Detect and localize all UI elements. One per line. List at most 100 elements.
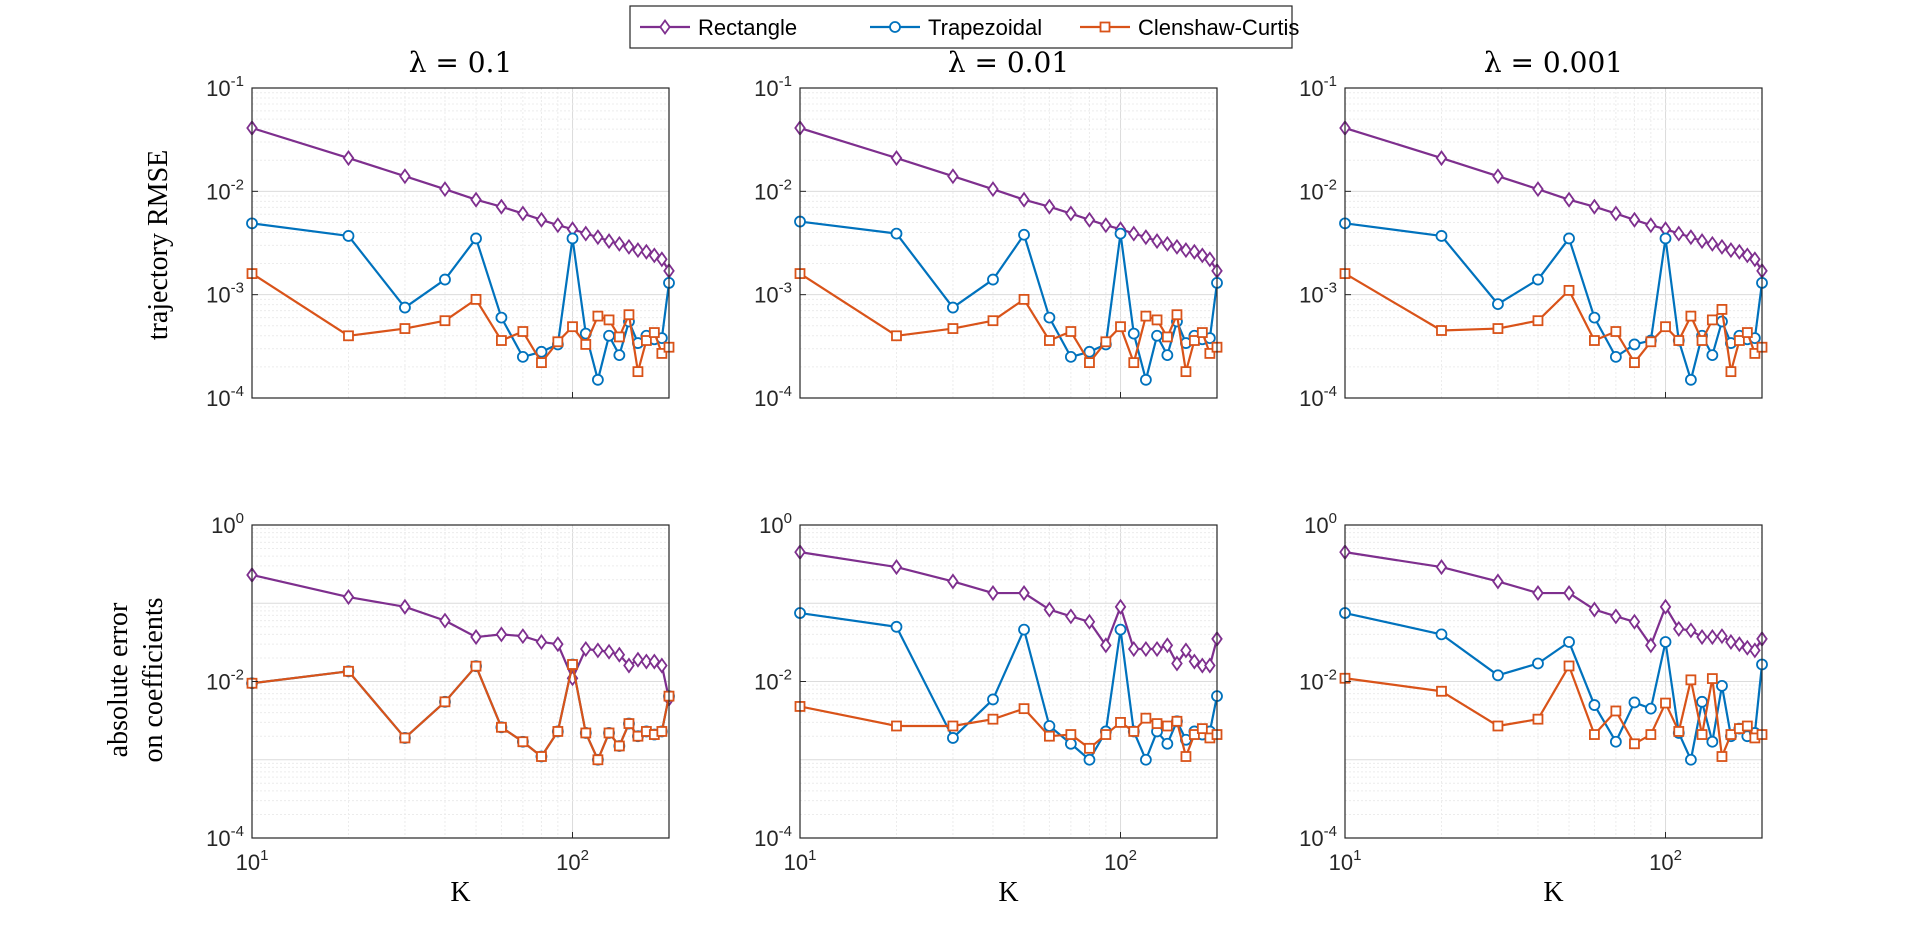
data-point (496, 335, 507, 346)
data-point (1588, 198, 1601, 215)
data-point (1610, 205, 1622, 222)
legend-marker (659, 18, 671, 36)
data-point (1139, 753, 1152, 766)
data-point (580, 727, 592, 739)
data-point (1609, 735, 1622, 748)
data-point (1151, 233, 1163, 250)
data-point (535, 345, 548, 358)
data-point (1673, 726, 1685, 737)
data-point (470, 191, 482, 208)
data-point (1696, 628, 1708, 646)
data-point (343, 665, 354, 677)
data-point (1180, 242, 1192, 259)
data-point (1043, 601, 1056, 618)
data-point (1492, 323, 1504, 334)
data-point (1610, 608, 1622, 625)
data-point (439, 181, 451, 198)
data-point (1725, 366, 1737, 378)
y-tick-label: 10-2 (206, 176, 244, 204)
plot-area (800, 88, 1217, 398)
data-point (1725, 242, 1737, 259)
legend-marker (1099, 21, 1111, 33)
data-point (1563, 232, 1575, 245)
x-tick-label: 102 (1104, 847, 1137, 875)
data-point (1749, 642, 1761, 659)
data-point (1685, 622, 1697, 639)
data-point (1018, 623, 1030, 636)
data-point (1151, 329, 1163, 342)
legend-item-trapezoidal: Trapezoidal (870, 15, 1042, 40)
data-point (399, 301, 411, 314)
data-point (1629, 738, 1640, 750)
data-point (1716, 315, 1728, 328)
y-tick-label: 100 (1304, 510, 1337, 538)
legend: Rectangle Trapezoidal Clenshaw-Curtis (629, 5, 1299, 49)
data-point (1706, 735, 1719, 748)
ylabel-on-coefficients: on coefficients (138, 597, 169, 762)
data-point (1563, 660, 1575, 672)
data-point (1196, 327, 1208, 338)
legend-label: Trapezoidal (928, 15, 1042, 40)
axes-frame (251, 87, 670, 399)
data-point (1140, 712, 1152, 724)
data-point (1672, 620, 1685, 637)
data-point (1188, 335, 1200, 346)
y-tick-label: 100 (759, 510, 792, 538)
data-point (632, 366, 644, 378)
x-tick-label: 102 (556, 847, 589, 875)
data-point (1435, 628, 1448, 641)
data-point (517, 736, 529, 748)
data-point (517, 205, 529, 222)
data-point (1628, 338, 1641, 351)
data-point (1685, 674, 1697, 686)
data-point (1114, 623, 1127, 636)
legend-label: Rectangle (698, 15, 797, 40)
data-point (439, 273, 451, 286)
data-point (1716, 679, 1728, 692)
series-rectangle (246, 566, 675, 707)
data-point (592, 642, 604, 659)
data-point (1588, 311, 1601, 324)
data-point (1696, 335, 1708, 346)
y-tick-label: 10-4 (1299, 823, 1337, 851)
y-tick-label: 10-3 (206, 280, 244, 308)
data-point (1084, 357, 1095, 369)
data-point (1196, 247, 1209, 264)
data-point (535, 211, 548, 228)
data-point (592, 310, 604, 322)
data-point (1161, 737, 1174, 750)
data-point (603, 329, 615, 342)
data-point (613, 331, 625, 343)
data-point (1204, 657, 1216, 674)
y-tick-label: 10-2 (754, 667, 792, 695)
data-point (656, 251, 668, 268)
data-point (1741, 639, 1754, 656)
data-point (1716, 304, 1728, 315)
data-point (640, 243, 653, 260)
x-tick-label: 102 (1649, 847, 1682, 875)
data-point (1064, 737, 1077, 750)
data-point (342, 589, 355, 606)
data-point (1725, 729, 1737, 740)
x-axis-label: K (998, 877, 1018, 908)
data-point (1673, 335, 1685, 346)
y-tick-label: 10-4 (754, 383, 792, 411)
data-point (1645, 336, 1657, 348)
data-point (1114, 598, 1127, 615)
data-point (1684, 373, 1697, 386)
data-point (1628, 613, 1641, 630)
data-point (640, 653, 653, 670)
data-point (1171, 238, 1183, 255)
series-clenshaw-curtis (794, 268, 1223, 378)
data-point (552, 217, 564, 234)
data-point (1741, 327, 1753, 338)
data-point (640, 335, 652, 346)
data-point (1140, 310, 1152, 322)
y-tick-label: 10-2 (1299, 176, 1337, 204)
data-point (1100, 729, 1112, 740)
data-point (536, 751, 547, 762)
data-point (613, 646, 626, 663)
data-point (1610, 326, 1622, 337)
data-point (496, 721, 507, 733)
data-point (1706, 235, 1719, 252)
